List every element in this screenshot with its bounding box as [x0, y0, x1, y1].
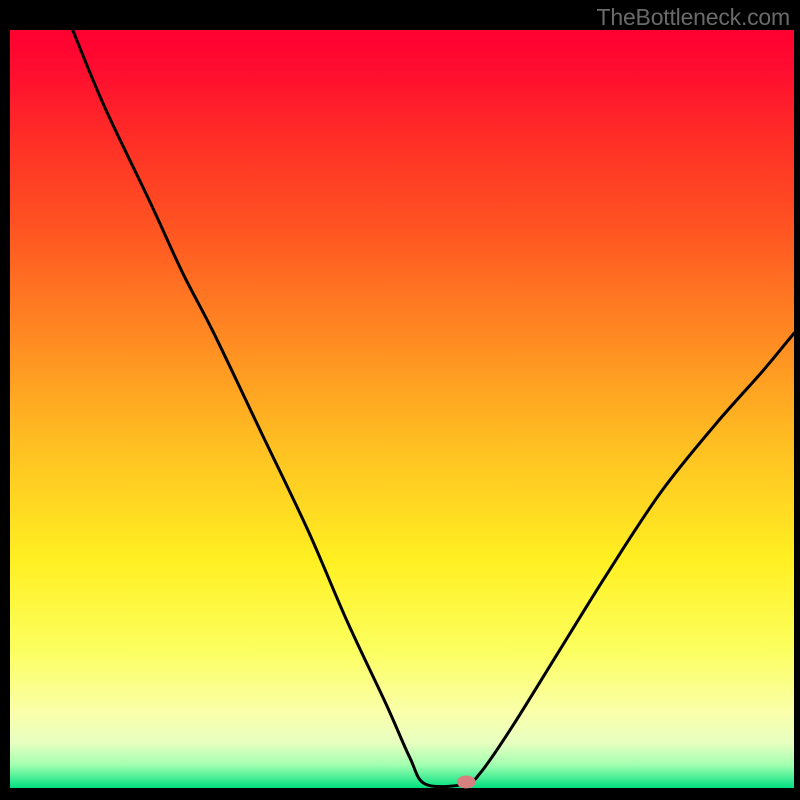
optimal-point-marker	[457, 775, 476, 788]
chart-container: TheBottleneck.com	[0, 0, 800, 800]
watermark-text: TheBottleneck.com	[597, 4, 790, 31]
bottleneck-curve-chart	[0, 0, 800, 800]
plot-background	[10, 30, 794, 788]
